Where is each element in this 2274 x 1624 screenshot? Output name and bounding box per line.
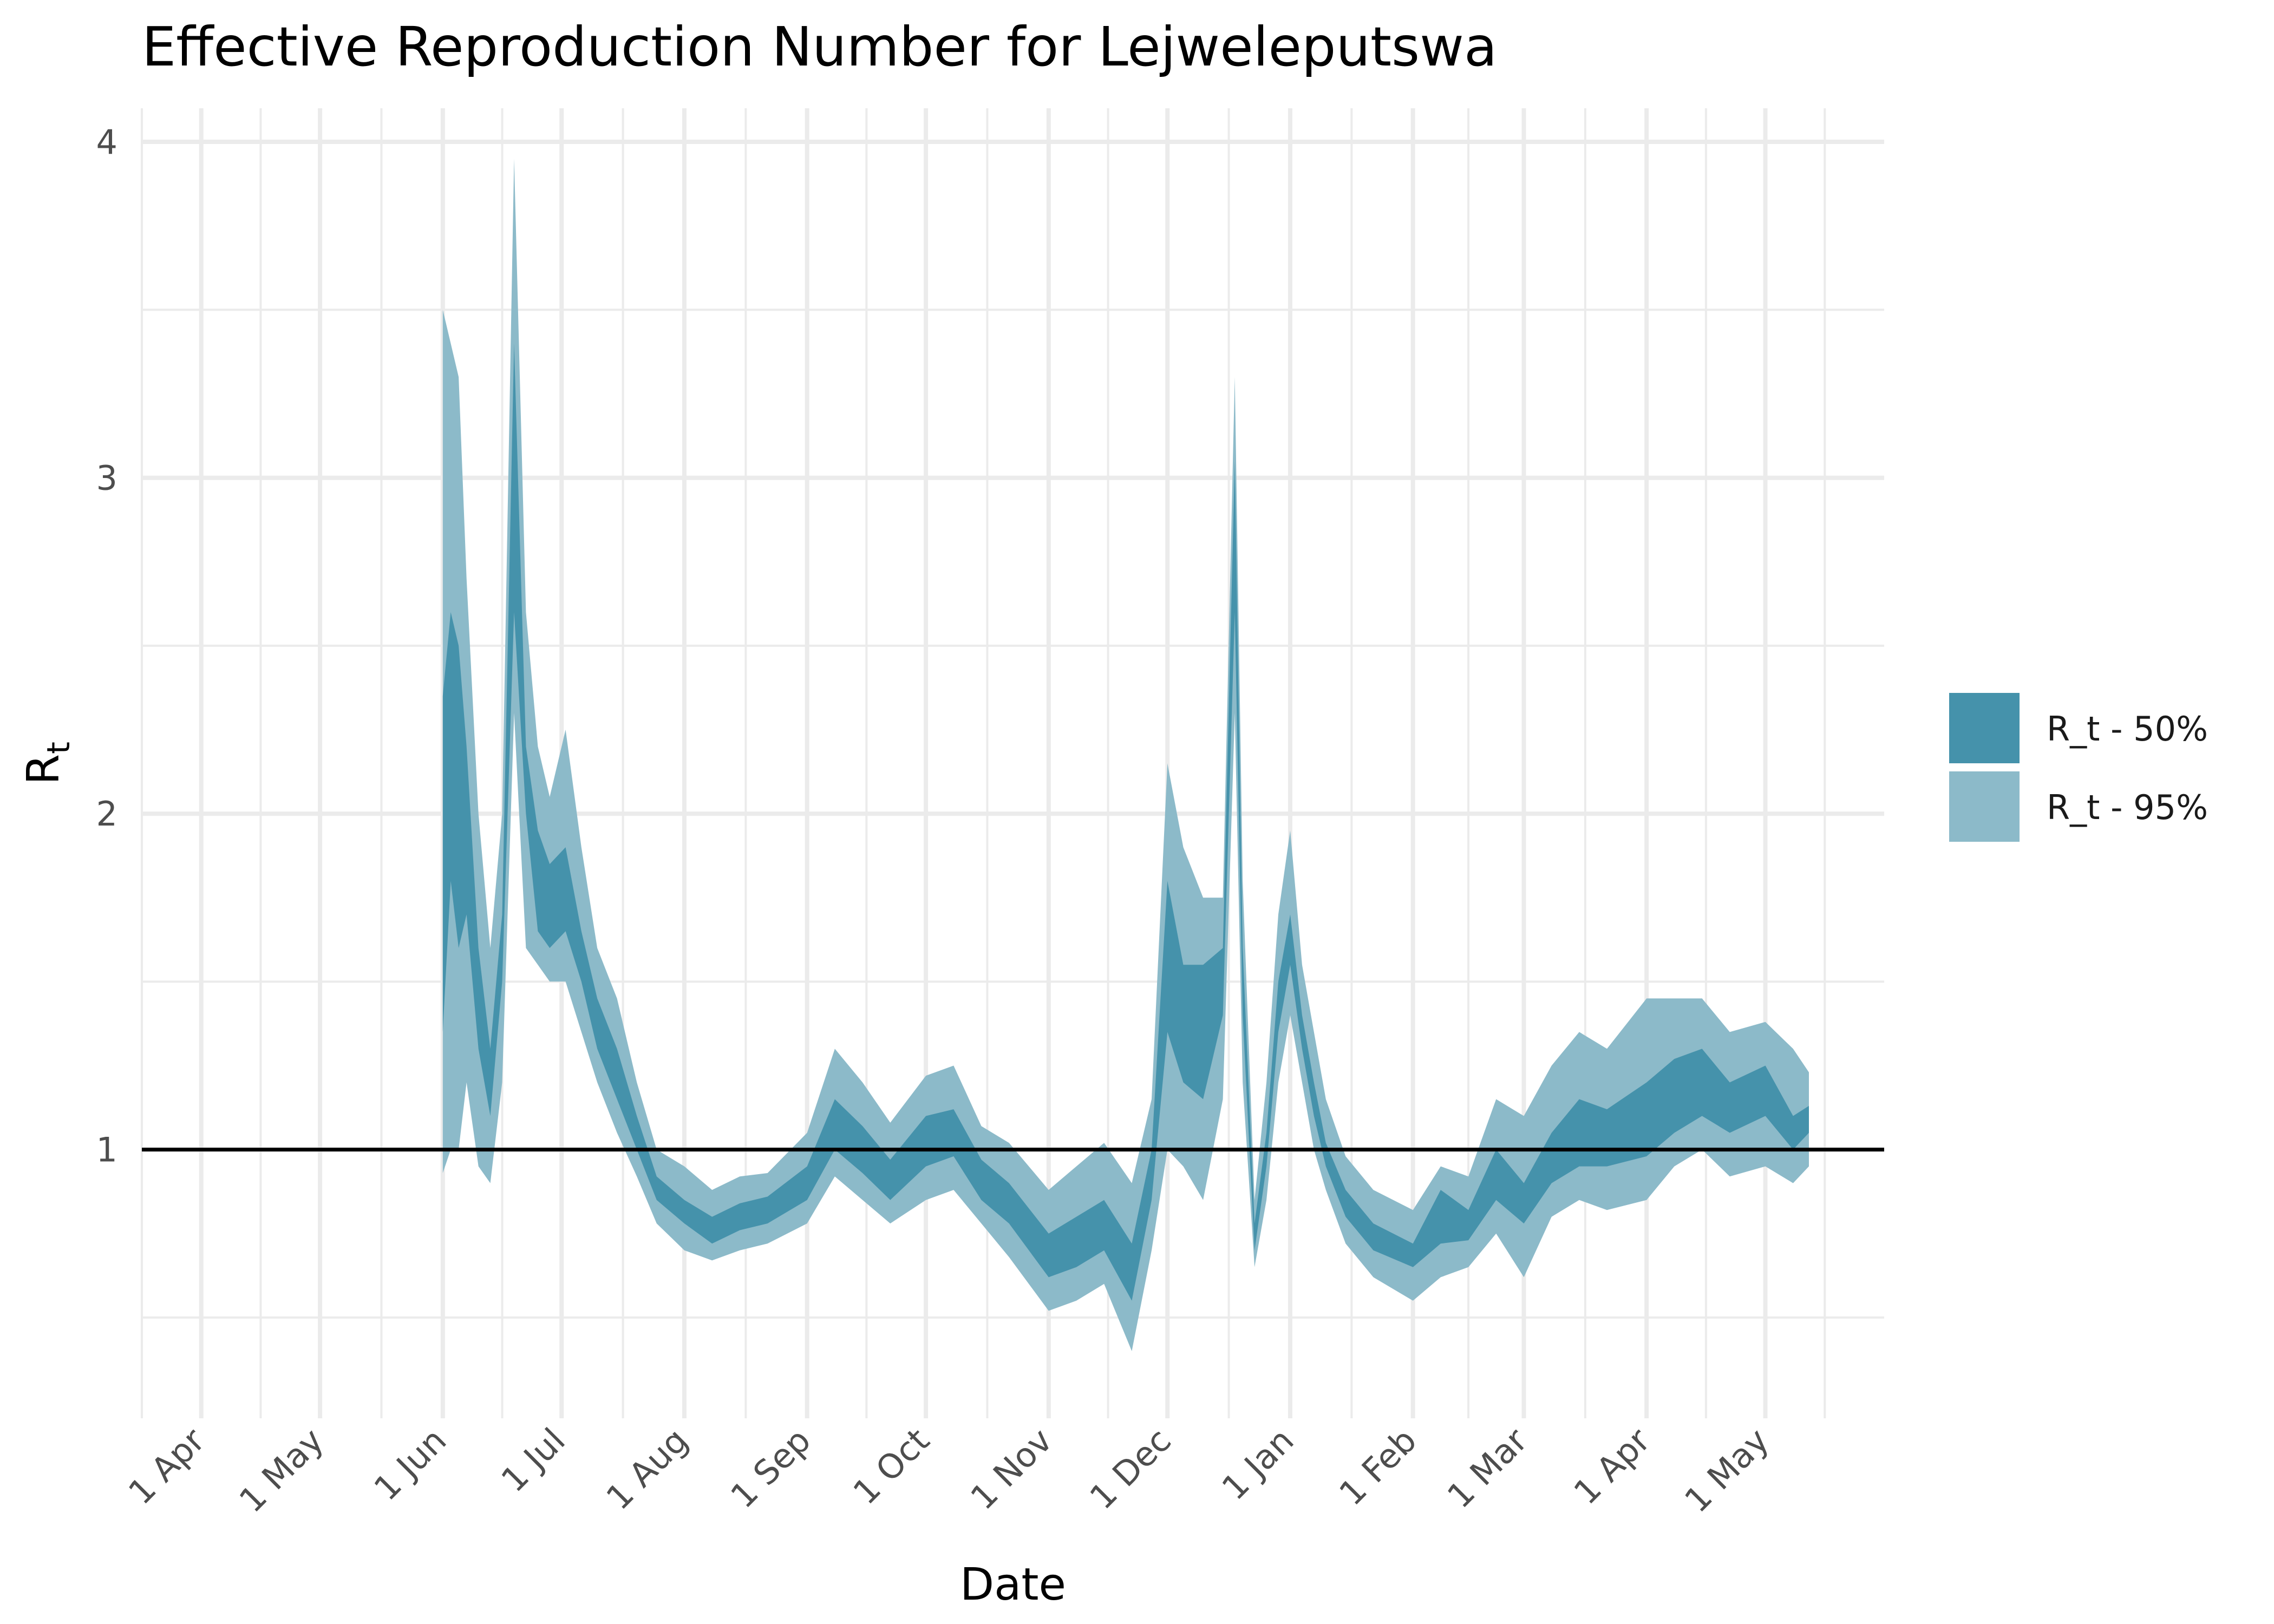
x-tick-label: 1 Apr xyxy=(121,1420,213,1512)
legend-swatch-95 xyxy=(1949,771,2020,842)
chart-title: Effective Reproduction Number for Lejwel… xyxy=(142,15,1498,78)
x-tick-label: 1 May xyxy=(232,1420,331,1520)
y-axis-label-subscript: t xyxy=(40,742,77,754)
x-tick-label: 1 Sep xyxy=(723,1420,818,1516)
y-tick-label: 3 xyxy=(96,459,117,498)
x-tick-label: 1 Mar xyxy=(1440,1420,1535,1516)
x-tick-label: 1 Apr xyxy=(1566,1420,1658,1512)
x-axis-label: Date xyxy=(960,1559,1066,1610)
legend-item-50: R_t - 50% xyxy=(1949,693,2274,763)
x-axis-ticks: 1 Apr 1 May 1 Jun 1 Jul 1 Aug 1 Sep 1 Oct 1 Nov… xyxy=(121,1420,1776,1520)
band-50-percent xyxy=(442,343,1809,1301)
x-tick-label: 1 Oct xyxy=(845,1420,937,1512)
y-axis-ticks: 1 2 3 4 xyxy=(96,122,117,1170)
y-tick-label: 2 xyxy=(96,794,117,834)
x-tick-label: 1 Nov xyxy=(963,1420,1060,1517)
x-tick-label: 1 Jul xyxy=(494,1420,573,1499)
y-axis-label: Rt xyxy=(18,742,77,785)
y-axis-label-text: Rt xyxy=(18,742,77,785)
y-axis-label-main: R xyxy=(18,754,69,785)
legend-item-95: R_t - 95% xyxy=(1949,771,2274,842)
legend-label-50: R_t - 50% xyxy=(2047,709,2208,749)
x-tick-label: 1 May xyxy=(1677,1420,1776,1520)
x-tick-label: 1 Aug xyxy=(599,1420,696,1517)
x-tick-label: 1 Jun xyxy=(366,1420,454,1508)
y-tick-label: 4 xyxy=(96,122,117,162)
x-tick-label: 1 Dec xyxy=(1082,1420,1179,1517)
x-tick-label: 1 Jan xyxy=(1214,1420,1302,1508)
legend-label-95: R_t - 95% xyxy=(2047,788,2208,827)
x-tick-label: 1 Feb xyxy=(1331,1420,1424,1513)
bands xyxy=(442,159,1809,1351)
legend-swatch-50 xyxy=(1949,693,2020,763)
y-tick-label: 1 xyxy=(96,1130,117,1170)
